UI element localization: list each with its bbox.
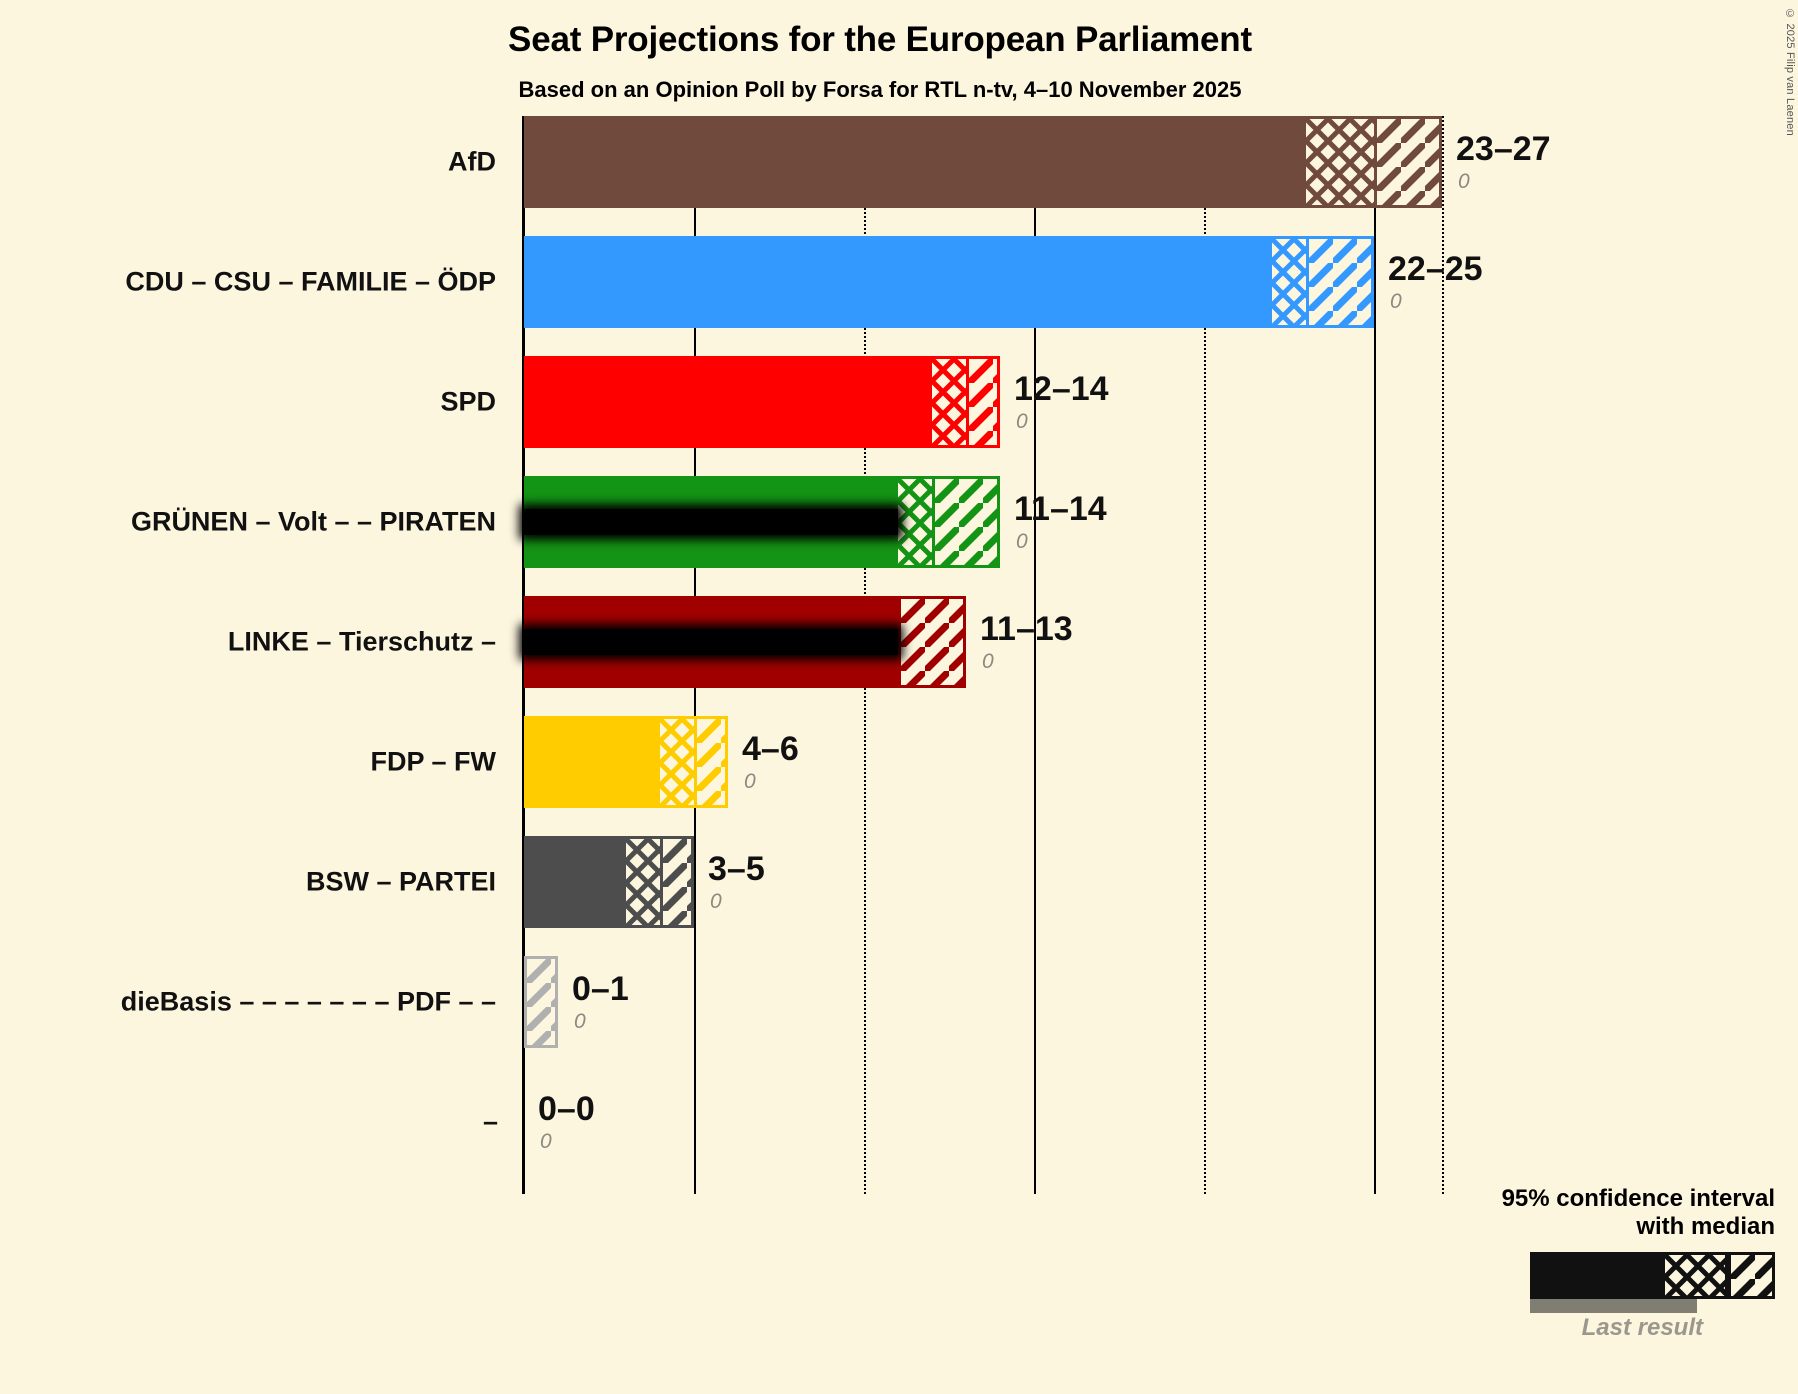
- bar-segment-median-crosshatch: [660, 716, 694, 808]
- bar-last-result-label: 0: [540, 1130, 552, 1153]
- bar-value-label: 11–13: [980, 610, 1073, 648]
- bar-category-label: SPD: [440, 386, 496, 417]
- legend-last-result-bar: [1530, 1298, 1697, 1313]
- bar-segment-median-crosshatch: [1272, 236, 1306, 328]
- bar-last-result-label: 0: [1016, 410, 1028, 433]
- bar-segment-lower-solid: [524, 836, 626, 928]
- bar-value-label: 4–6: [742, 730, 799, 768]
- bar-last-result-label: 0: [710, 890, 722, 913]
- bar-segment-median-crosshatch: [932, 356, 966, 448]
- bar-last-result-label: 0: [1016, 530, 1028, 553]
- legend-sample: Last result: [1280, 1251, 1775, 1341]
- bar-last-result-label: 0: [1390, 290, 1402, 313]
- bar-category-label: CDU – CSU – FAMILIE – ÖDP: [125, 266, 496, 297]
- bar-value-label: 12–14: [1014, 370, 1109, 408]
- copyright-notice: © 2025 Filip van Laenen: [1784, 8, 1796, 136]
- bar-value-label: 0–0: [538, 1090, 595, 1128]
- chart-subtitle: Based on an Opinion Poll by Forsa for RT…: [518, 77, 1242, 102]
- legend-title-line1: 95% confidence interval: [1501, 1185, 1775, 1212]
- gridline-solid-15: [1034, 116, 1036, 1194]
- legend-segment-solid: [1530, 1251, 1662, 1299]
- confidence-interval-bar: [524, 596, 966, 688]
- confidence-interval-bar: [524, 956, 558, 1048]
- legend: 95% confidence interval with median Last…: [1280, 1185, 1775, 1341]
- bar-row: – 0–0 0: [483, 1076, 595, 1168]
- bar-row: BSW – PARTEI 3–5 0: [306, 836, 765, 928]
- bar-segment-upper-diagonal: [1374, 116, 1442, 208]
- confidence-interval-bar: [524, 236, 1374, 328]
- gridline-solid-25: [1374, 116, 1376, 1194]
- confidence-interval-bar: [524, 356, 1000, 448]
- bar-category-label: BSW – PARTEI: [305, 866, 496, 897]
- bar-segment-upper-diagonal: [1306, 236, 1374, 328]
- bar-category-label: dieBasis – – – – – – – PDF – –: [120, 986, 496, 1017]
- legend-last-result-label: Last result: [1581, 1313, 1703, 1341]
- bar-value-label: 11–14: [1014, 490, 1107, 528]
- bar-value-label: 22–25: [1388, 250, 1483, 288]
- coalition-stripe: [524, 509, 898, 535]
- bar-row: AfD 23–27 0: [448, 116, 1551, 208]
- legend-title-line2: with median: [1636, 1213, 1775, 1241]
- confidence-interval-bar: [524, 476, 1000, 568]
- y-axis-line: [522, 116, 525, 1194]
- bar-segment-upper-diagonal: [524, 956, 558, 1048]
- bar-segment-upper-diagonal: [966, 356, 1000, 448]
- legend-title: 95% confidence interval with median: [1280, 1185, 1775, 1242]
- legend-segment-crosshatch: [1662, 1251, 1728, 1299]
- bar-row: GRÜNEN – Volt – – PIRATEN 11–14 0: [131, 476, 1107, 568]
- bar-segment-median-crosshatch: [1306, 116, 1374, 208]
- coalition-stripe: [524, 629, 898, 655]
- confidence-interval-bar: [524, 836, 694, 928]
- bar-segment-upper-diagonal: [898, 596, 966, 688]
- bar-value-label: 3–5: [708, 850, 765, 888]
- bar-segment-median-crosshatch: [626, 836, 660, 928]
- bar-segment-median-crosshatch: [898, 476, 932, 568]
- bar-segment-upper-diagonal: [932, 476, 1000, 568]
- bar-last-result-label: 0: [744, 770, 756, 793]
- page-title: Seat Projections for the European Parlia…: [508, 20, 1252, 59]
- bar-segment-lower-solid: [524, 356, 932, 448]
- bar-segment-upper-diagonal: [660, 836, 694, 928]
- bar-category-label: FDP – FW: [370, 746, 496, 777]
- bar-last-result-label: 0: [1458, 170, 1470, 193]
- bar-row: FDP – FW 4–6 0: [370, 716, 799, 808]
- legend-interval-bar: [1530, 1251, 1775, 1299]
- bar-row: dieBasis – – – – – – – PDF – – 0–1 0: [121, 956, 629, 1048]
- bar-category-label: GRÜNEN – Volt – – PIRATEN: [130, 506, 496, 537]
- bar-segment-lower-solid: [524, 716, 660, 808]
- plot-area: AfD 23–27 0 CDU – CSU – FAMILIE – ÖDP 22–25 0…: [121, 116, 1768, 1194]
- bar-value-label: 23–27: [1456, 130, 1551, 168]
- confidence-interval-bar: [524, 716, 728, 808]
- bar-segment-lower-solid: [524, 116, 1306, 208]
- bar-row: LINKE – Tierschutz – 11–13 0: [228, 596, 1073, 688]
- bar-segment-lower-solid: [524, 236, 1272, 328]
- bar-value-label: 0–1: [572, 970, 629, 1008]
- confidence-interval-bar: [524, 116, 1442, 208]
- gridline-dotted-20: [1204, 116, 1206, 1194]
- bar-category-label: –: [482, 1106, 498, 1137]
- bar-category-label: LINKE – Tierschutz –: [227, 626, 496, 657]
- bar-row: CDU – CSU – FAMILIE – ÖDP 22–25 0: [125, 236, 1483, 328]
- legend-segment-diagonal: [1728, 1251, 1775, 1299]
- bar-last-result-label: 0: [982, 650, 994, 673]
- bar-last-result-label: 0: [574, 1010, 586, 1033]
- gridline-dotted-27: [1442, 116, 1444, 1194]
- bar-row: SPD 12–14 0: [440, 356, 1109, 448]
- bar-category-label: AfD: [448, 146, 496, 177]
- bar-segment-upper-diagonal: [694, 716, 728, 808]
